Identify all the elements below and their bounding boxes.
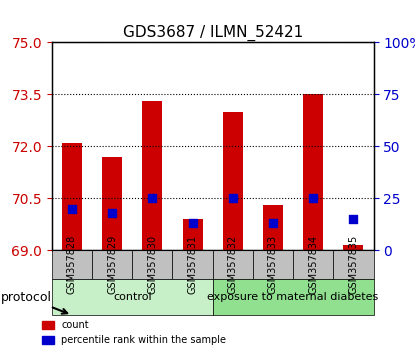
FancyBboxPatch shape (52, 279, 213, 315)
FancyBboxPatch shape (253, 250, 293, 279)
FancyBboxPatch shape (213, 279, 374, 315)
Bar (343, 245, 364, 250)
Text: GSM357830: GSM357830 (147, 235, 157, 294)
Point (310, 195, 317, 201)
Point (350, 216, 357, 222)
Text: GSM357831: GSM357831 (188, 235, 198, 294)
Point (109, 210, 115, 216)
Point (68, 206, 75, 211)
Text: GSM357833: GSM357833 (268, 235, 278, 294)
Point (189, 220, 196, 226)
FancyBboxPatch shape (52, 250, 92, 279)
FancyBboxPatch shape (293, 250, 333, 279)
Bar (183, 219, 203, 250)
Title: GDS3687 / ILMN_52421: GDS3687 / ILMN_52421 (122, 25, 303, 41)
Bar (102, 157, 122, 250)
FancyBboxPatch shape (92, 250, 132, 279)
Text: GSM357834: GSM357834 (308, 235, 318, 294)
FancyBboxPatch shape (213, 250, 253, 279)
Bar (263, 205, 283, 250)
Text: control: control (113, 292, 151, 302)
Text: exposure to maternal diabetes: exposure to maternal diabetes (208, 292, 379, 302)
Text: GSM357828: GSM357828 (67, 235, 77, 295)
Text: GSM357835: GSM357835 (349, 235, 359, 295)
FancyBboxPatch shape (132, 250, 173, 279)
FancyBboxPatch shape (333, 250, 374, 279)
Text: GSM357832: GSM357832 (228, 235, 238, 295)
Point (149, 195, 156, 201)
Bar (223, 112, 243, 250)
Bar (303, 95, 323, 250)
FancyBboxPatch shape (173, 250, 213, 279)
Legend: count, percentile rank within the sample: count, percentile rank within the sample (38, 316, 230, 349)
Point (229, 195, 236, 201)
Point (270, 220, 276, 226)
Text: GSM357829: GSM357829 (107, 235, 117, 295)
Bar (142, 101, 162, 250)
Bar (62, 143, 82, 250)
Text: protocol: protocol (1, 291, 67, 314)
